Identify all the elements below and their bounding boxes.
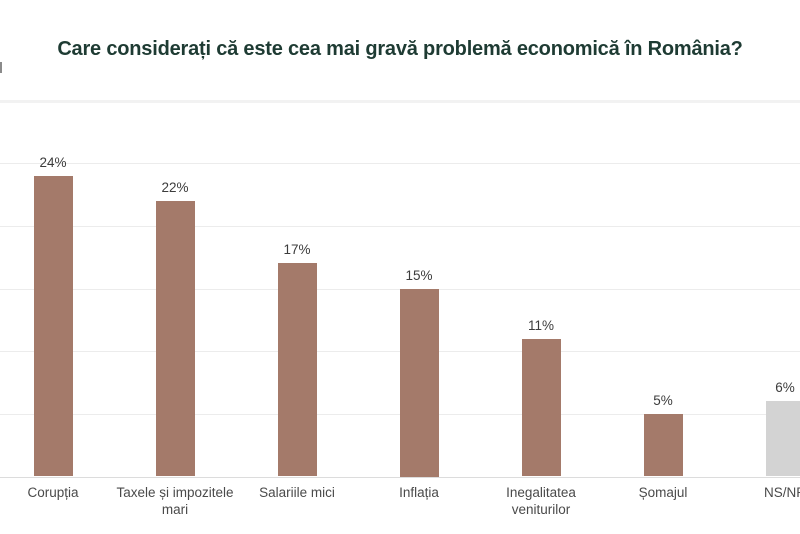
bar-value-label: 5%: [653, 392, 673, 408]
gridline-25pct: [0, 163, 800, 165]
category-label: Salariile mici: [259, 485, 335, 500]
bar: [643, 413, 683, 477]
bar-value-label: 11%: [527, 317, 555, 333]
chart-title: Care considerați că este cea mai gravă p…: [57, 38, 743, 60]
bar-value-label: 17%: [283, 242, 311, 258]
bar-value-label: 6%: [775, 380, 795, 396]
bar: [277, 263, 317, 477]
bar: [33, 175, 73, 477]
left-edge-artifact: [0, 62, 2, 73]
bar: [765, 401, 800, 477]
bar-value-label: 15%: [405, 267, 433, 283]
bar-value-label: 22%: [161, 179, 189, 195]
category-label: NS/NR: [763, 485, 800, 500]
category-label: Taxele și impozitele mari: [116, 485, 234, 517]
gridline-20pct: [0, 225, 800, 227]
category-label: Inegalitatea veniturilor: [506, 485, 576, 517]
bar: [521, 338, 561, 477]
bar: [399, 288, 439, 477]
category-label: Corupția: [27, 485, 79, 500]
category-label: Inflația: [399, 485, 439, 500]
bar: [155, 200, 195, 477]
bar-value-label: 24%: [39, 154, 67, 170]
x-axis-line: [0, 476, 800, 478]
category-label: Șomajul: [638, 485, 688, 500]
gridline-30pct: [0, 99, 800, 103]
